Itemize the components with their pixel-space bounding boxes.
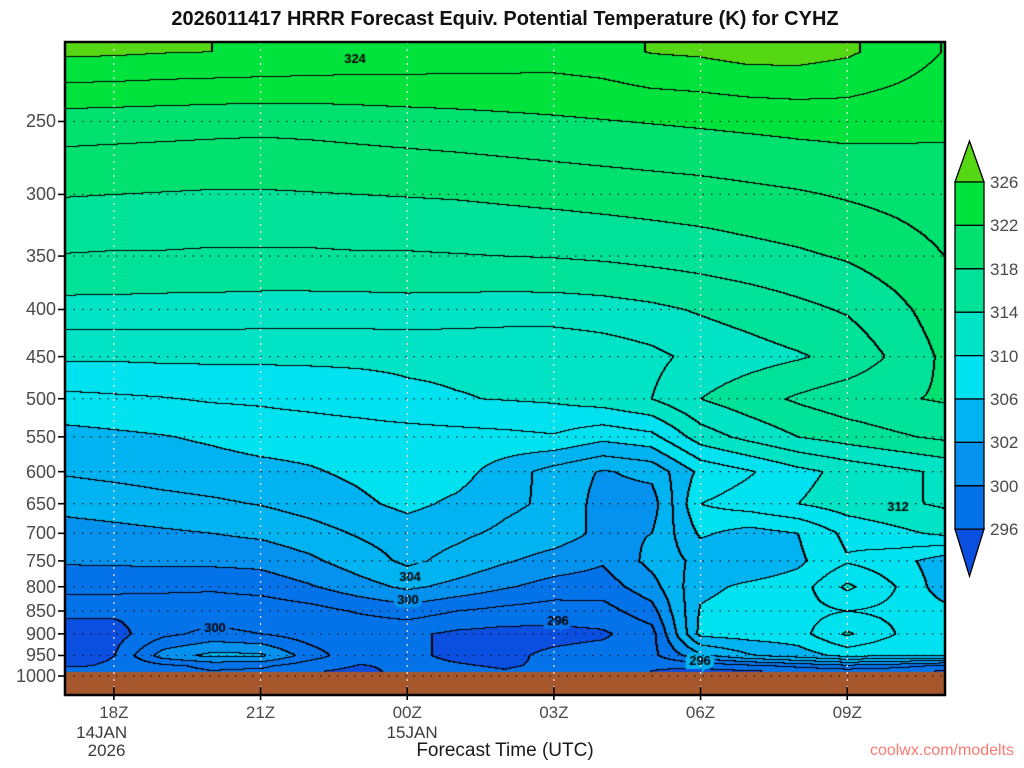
time-tick-label: 21Z	[245, 703, 276, 722]
colorbar-segment	[954, 354, 985, 400]
colorbar-tick-label: 310	[990, 346, 1019, 366]
colorbar-arrow-bottom	[954, 528, 985, 579]
colorbar-segment	[954, 224, 985, 270]
watermark-link[interactable]: coolwx.com/modelts	[869, 742, 1014, 759]
pressure-tick-label: 550	[25, 426, 56, 447]
x-axis-title: Forecast Time (UTC)	[416, 740, 594, 761]
time-tick-label: 06Z	[685, 703, 716, 722]
colorbar-segment	[954, 268, 985, 313]
colorbar-tick-label: 306	[990, 390, 1019, 409]
pressure-tick-label: 650	[25, 493, 56, 514]
colorbar-tick-label: 296	[990, 520, 1019, 540]
plot-area	[65, 42, 945, 695]
colorbar-tick-label: 322	[990, 216, 1019, 236]
colorbar-tick-label: 326	[990, 173, 1019, 192]
colorbar-segment	[954, 485, 985, 530]
colorbar-segment	[954, 181, 985, 227]
pressure-tick-label: 900	[25, 623, 56, 644]
pressure-tick-label: 350	[25, 246, 56, 267]
colorbar-segment	[954, 441, 985, 487]
colorbar-segment	[954, 311, 985, 357]
pressure-tick-label: 300	[25, 184, 56, 205]
pressure-tick-label: 700	[25, 523, 56, 544]
pressure-tick-label: 600	[25, 461, 56, 482]
pressure-tick-label: 750	[25, 550, 56, 571]
time-tick-label: 18Z	[99, 703, 129, 722]
pressure-tick-label: 800	[25, 576, 56, 597]
date-label: 14JAN	[76, 723, 128, 742]
pressure-tick-label: 450	[25, 346, 56, 367]
chart-title: 2026011417 HRRR Forecast Equiv. Potentia…	[171, 8, 839, 30]
date-label: 2026	[87, 741, 126, 760]
colorbar-tick-label: 314	[990, 303, 1019, 323]
pressure-tick-label: 250	[25, 111, 56, 132]
colorbar-segment	[954, 398, 985, 444]
colorbar-tick-label: 302	[990, 433, 1019, 453]
time-tick-label: 09Z	[832, 703, 862, 722]
pressure-tick-label: 500	[25, 388, 56, 409]
pressure-tick-label: 950	[25, 645, 56, 666]
pressure-tick-label: 850	[25, 600, 56, 621]
date-label: 15JAN	[386, 723, 438, 742]
time-tick-label: 00Z	[392, 703, 422, 722]
colorbar-tick-label: 300	[990, 476, 1019, 496]
colorbar	[954, 139, 985, 579]
time-tick-label: 03Z	[539, 703, 569, 722]
pressure-tick-label: 1000	[15, 666, 56, 686]
contour-fill-canvas	[65, 42, 945, 695]
colorbar-arrow-top	[954, 139, 985, 183]
colorbar-tick-label: 318	[990, 259, 1019, 279]
pressure-tick-label: 400	[25, 299, 56, 320]
